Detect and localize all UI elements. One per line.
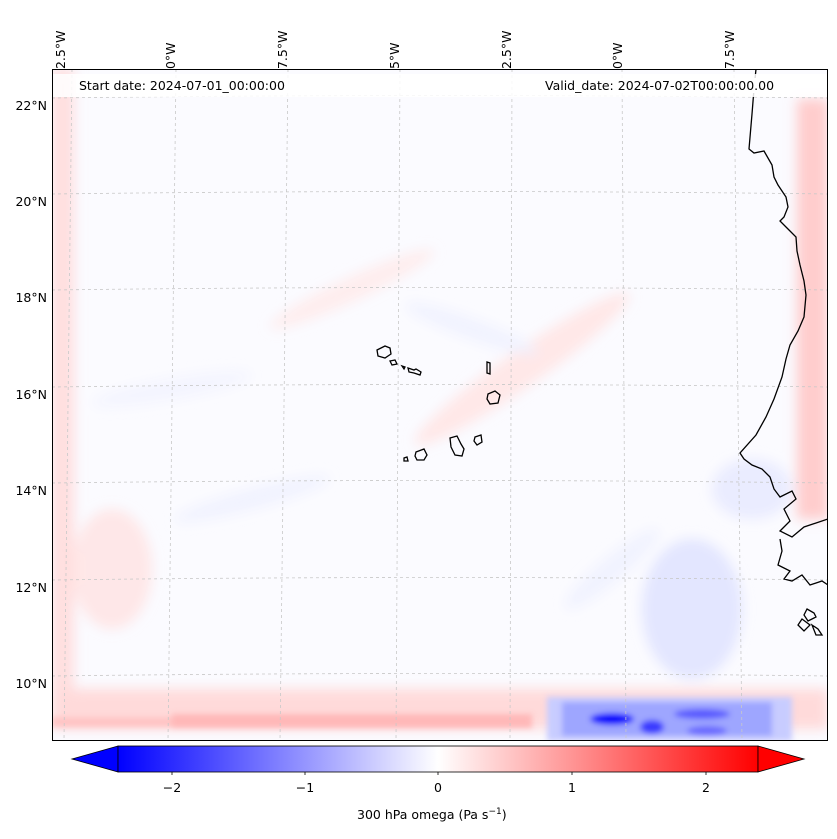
omega-strong-band bbox=[52, 697, 792, 741]
cb-label-neg1: −1 bbox=[295, 780, 315, 795]
cb-label-2: 2 bbox=[702, 780, 710, 795]
island-santiago bbox=[449, 435, 465, 457]
valid-date-label: Valid_date: 2024-07-02T00:00:00.00 bbox=[542, 78, 778, 93]
cb-label-1: 1 bbox=[568, 780, 576, 795]
island-fogo bbox=[414, 448, 428, 461]
island-sal bbox=[486, 361, 491, 375]
colorbar-extend-max bbox=[757, 745, 806, 773]
lat-label-10n: 10°N bbox=[15, 676, 47, 691]
island-brava bbox=[403, 456, 409, 462]
colorbar-extend-min bbox=[70, 745, 119, 773]
colorbar-title-main: 300 hPa omega (Pa s bbox=[357, 807, 489, 823]
lat-label-14n: 14°N bbox=[15, 483, 47, 498]
island-boa-vista bbox=[486, 390, 501, 405]
omega-map bbox=[52, 69, 828, 741]
start-date-label: Start date: 2024-07-01_00:00:00 bbox=[76, 78, 288, 93]
colorbar-title: 300 hPa omega (Pa s−1) bbox=[357, 807, 507, 822]
island-sao-vicente bbox=[389, 359, 398, 366]
island-sao-nicolau bbox=[407, 367, 422, 376]
cb-label-neg2: −2 bbox=[162, 780, 182, 795]
lat-label-20n: 20°N bbox=[15, 194, 47, 209]
island-maio bbox=[473, 434, 483, 446]
lat-label-12n: 12°N bbox=[15, 580, 47, 595]
cb-label-0: 0 bbox=[434, 780, 442, 795]
west-africa-coastline bbox=[739, 69, 828, 636]
cape-verde-islands bbox=[376, 345, 501, 462]
colorbar bbox=[70, 745, 806, 775]
island-santo-antao bbox=[376, 345, 392, 359]
colorbar-title-end: ) bbox=[501, 807, 507, 823]
lat-label-22n: 22°N bbox=[15, 98, 47, 113]
colorbar-body bbox=[117, 745, 759, 773]
graticule bbox=[52, 69, 828, 741]
island-santa-luzia bbox=[400, 364, 406, 371]
map-frame bbox=[52, 69, 828, 741]
colorbar-title-exponent: −1 bbox=[488, 807, 502, 817]
lat-label-16n: 16°N bbox=[15, 387, 47, 402]
lat-label-18n: 18°N bbox=[15, 290, 47, 305]
